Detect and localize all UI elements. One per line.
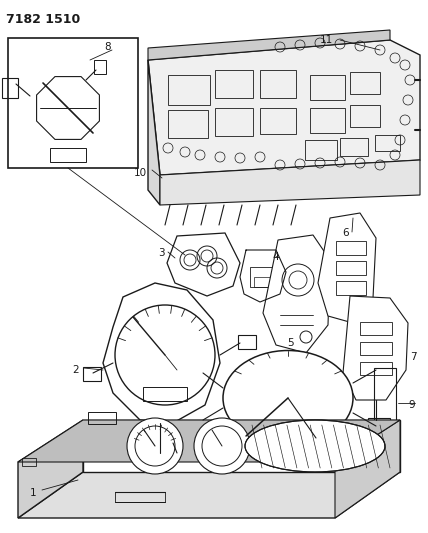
Bar bbox=[374, 368, 396, 428]
Ellipse shape bbox=[223, 351, 353, 446]
Polygon shape bbox=[160, 160, 420, 205]
Text: 7182 1510: 7182 1510 bbox=[6, 13, 80, 26]
Polygon shape bbox=[343, 296, 408, 400]
Text: 7: 7 bbox=[410, 352, 416, 362]
Ellipse shape bbox=[245, 420, 385, 472]
Polygon shape bbox=[83, 420, 400, 472]
Bar bbox=[336, 261, 366, 275]
Bar bbox=[22, 458, 36, 466]
Bar bbox=[336, 241, 366, 255]
Bar bbox=[143, 387, 187, 401]
Bar bbox=[115, 492, 165, 502]
Bar bbox=[250, 267, 278, 287]
Polygon shape bbox=[148, 30, 390, 60]
Circle shape bbox=[127, 418, 183, 474]
Bar bbox=[168, 110, 208, 138]
Polygon shape bbox=[18, 420, 400, 462]
Bar bbox=[360, 362, 392, 375]
Polygon shape bbox=[148, 60, 160, 205]
Bar bbox=[88, 412, 116, 424]
Polygon shape bbox=[36, 77, 99, 140]
Bar bbox=[83, 367, 101, 381]
Bar bbox=[8, 38, 138, 168]
Text: 4: 4 bbox=[272, 252, 279, 262]
Text: 3: 3 bbox=[158, 248, 165, 258]
Text: 5: 5 bbox=[287, 338, 294, 348]
Text: 8: 8 bbox=[104, 42, 110, 52]
Bar bbox=[260, 70, 296, 98]
Bar bbox=[360, 342, 392, 355]
Bar bbox=[350, 72, 380, 94]
Bar bbox=[310, 75, 345, 100]
Bar bbox=[238, 335, 256, 349]
Bar bbox=[336, 281, 366, 295]
Polygon shape bbox=[263, 235, 330, 353]
Bar bbox=[360, 322, 392, 335]
Bar bbox=[340, 138, 368, 156]
Bar bbox=[254, 277, 272, 287]
Text: 10: 10 bbox=[134, 168, 147, 178]
Bar bbox=[305, 140, 337, 160]
Bar bbox=[375, 135, 400, 151]
Bar bbox=[368, 418, 390, 434]
Bar bbox=[310, 108, 345, 133]
Polygon shape bbox=[167, 233, 240, 296]
Polygon shape bbox=[335, 420, 400, 518]
Bar bbox=[94, 60, 106, 74]
Circle shape bbox=[194, 418, 250, 474]
Polygon shape bbox=[18, 420, 83, 518]
Bar bbox=[168, 75, 210, 105]
Text: 1: 1 bbox=[30, 488, 37, 498]
Bar bbox=[50, 148, 86, 162]
Bar bbox=[215, 70, 253, 98]
Polygon shape bbox=[103, 283, 220, 423]
Text: 6: 6 bbox=[342, 228, 349, 238]
Text: 9: 9 bbox=[408, 400, 415, 410]
Text: 2: 2 bbox=[72, 365, 79, 375]
Polygon shape bbox=[18, 472, 400, 518]
Bar bbox=[350, 105, 380, 127]
Polygon shape bbox=[318, 213, 376, 323]
Text: 11: 11 bbox=[320, 35, 333, 45]
Bar bbox=[2, 78, 18, 98]
Polygon shape bbox=[148, 40, 420, 175]
Bar bbox=[260, 108, 296, 134]
Bar bbox=[215, 108, 253, 136]
